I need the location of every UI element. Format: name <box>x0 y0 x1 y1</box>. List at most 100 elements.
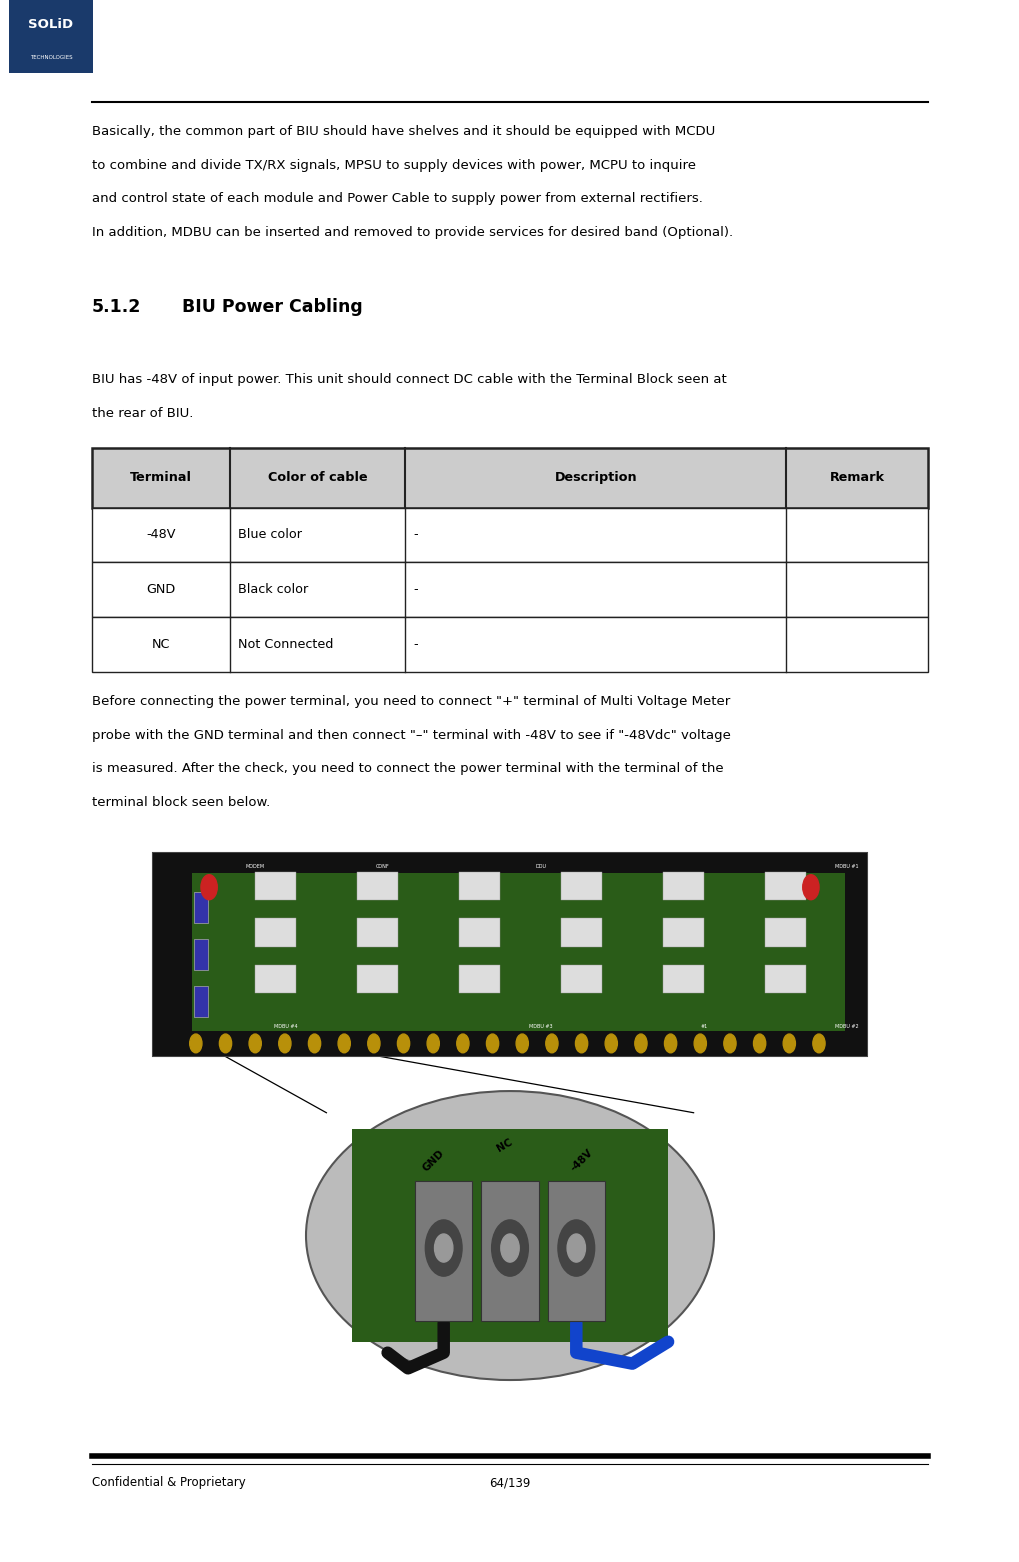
Text: MDBU #2: MDBU #2 <box>834 1025 858 1029</box>
Circle shape <box>753 1034 765 1053</box>
Text: NC: NC <box>152 637 170 651</box>
Circle shape <box>575 1034 587 1053</box>
Circle shape <box>434 1234 452 1262</box>
Bar <box>92 508 927 562</box>
Bar <box>194 939 208 970</box>
Circle shape <box>545 1034 557 1053</box>
Circle shape <box>557 1220 594 1276</box>
Bar <box>357 872 397 900</box>
Circle shape <box>278 1034 290 1053</box>
Bar <box>153 853 866 1056</box>
Circle shape <box>783 1034 795 1053</box>
Text: Color of cable: Color of cable <box>268 472 367 484</box>
Bar <box>844 853 866 1056</box>
Text: Confidential & Proprietary: Confidential & Proprietary <box>92 1476 246 1489</box>
Text: the rear of BIU.: the rear of BIU. <box>92 406 193 420</box>
Bar <box>357 965 397 993</box>
Text: Not Connected: Not Connected <box>237 637 333 651</box>
Bar <box>9 0 93 73</box>
Circle shape <box>368 1034 380 1053</box>
Text: Terminal: Terminal <box>129 472 192 484</box>
Bar <box>662 918 703 947</box>
Text: BIU Power Cabling: BIU Power Cabling <box>181 298 362 317</box>
Bar <box>415 1181 472 1321</box>
Bar <box>547 1181 604 1321</box>
Circle shape <box>190 1034 202 1053</box>
Text: NC: NC <box>495 1137 514 1153</box>
Text: 5.1.2: 5.1.2 <box>92 298 141 317</box>
Circle shape <box>500 1234 519 1262</box>
Bar <box>92 617 927 672</box>
Bar <box>560 872 601 900</box>
Bar <box>194 986 208 1017</box>
Circle shape <box>308 1034 320 1053</box>
Bar <box>459 872 499 900</box>
Bar <box>459 918 499 947</box>
Text: 64/139: 64/139 <box>489 1476 530 1489</box>
Bar <box>255 965 296 993</box>
Bar <box>194 892 208 923</box>
Circle shape <box>397 1034 410 1053</box>
Text: In addition, MDBU can be inserted and removed to provide services for desired ba: In addition, MDBU can be inserted and re… <box>92 225 733 239</box>
Circle shape <box>201 875 217 900</box>
Bar <box>255 872 296 900</box>
Text: TECHNOLOGIES: TECHNOLOGIES <box>30 55 72 59</box>
Circle shape <box>812 1034 824 1053</box>
Text: BIU has -48V of input power. This unit should connect DC cable with the Terminal: BIU has -48V of input power. This unit s… <box>92 373 726 386</box>
Text: Description: Description <box>554 472 637 484</box>
Bar <box>764 872 805 900</box>
Text: SOLiD: SOLiD <box>29 19 73 31</box>
Circle shape <box>249 1034 261 1053</box>
Text: -48V: -48V <box>146 528 175 542</box>
Bar <box>153 853 192 1056</box>
Circle shape <box>634 1034 646 1053</box>
Text: MDBU #3: MDBU #3 <box>528 1025 552 1029</box>
Text: is measured. After the check, you need to connect the power terminal with the te: is measured. After the check, you need t… <box>92 762 722 775</box>
Bar <box>662 872 703 900</box>
Circle shape <box>604 1034 616 1053</box>
Text: MDBU #4: MDBU #4 <box>273 1025 298 1029</box>
Bar <box>764 918 805 947</box>
Circle shape <box>694 1034 706 1053</box>
Text: probe with the GND terminal and then connect "–" terminal with -48V to see if "-: probe with the GND terminal and then con… <box>92 728 730 742</box>
Bar <box>459 965 499 993</box>
Bar <box>357 918 397 947</box>
Circle shape <box>567 1234 585 1262</box>
Bar <box>153 853 866 873</box>
Circle shape <box>457 1034 469 1053</box>
Circle shape <box>491 1220 528 1276</box>
Text: #1: #1 <box>699 1025 707 1029</box>
Circle shape <box>219 1034 231 1053</box>
Text: -: - <box>414 583 418 597</box>
Text: Remark: Remark <box>828 472 883 484</box>
Bar <box>560 965 601 993</box>
Text: MODEM: MODEM <box>246 864 264 868</box>
Circle shape <box>425 1220 462 1276</box>
Bar <box>92 562 927 617</box>
Circle shape <box>337 1034 350 1053</box>
Bar <box>560 918 601 947</box>
Text: Before connecting the power terminal, you need to connect "+" terminal of Multi : Before connecting the power terminal, yo… <box>92 695 730 708</box>
Bar <box>481 1181 538 1321</box>
Circle shape <box>516 1034 528 1053</box>
Text: Basically, the common part of BIU should have shelves and it should be equipped : Basically, the common part of BIU should… <box>92 125 714 137</box>
Bar <box>255 918 296 947</box>
Bar <box>352 1129 667 1342</box>
Text: GND: GND <box>421 1148 445 1173</box>
Circle shape <box>723 1034 736 1053</box>
Text: Black color: Black color <box>237 583 308 597</box>
Text: DDU: DDU <box>535 864 545 868</box>
Text: Blue color: Blue color <box>237 528 302 542</box>
Text: -48V: -48V <box>568 1148 594 1173</box>
Bar <box>662 965 703 993</box>
Text: and control state of each module and Power Cable to supply power from external r: and control state of each module and Pow… <box>92 192 702 205</box>
Circle shape <box>663 1034 676 1053</box>
Bar <box>153 1031 866 1056</box>
Circle shape <box>427 1034 439 1053</box>
Ellipse shape <box>306 1090 713 1379</box>
Bar <box>764 965 805 993</box>
Text: terminal block seen below.: terminal block seen below. <box>92 795 270 809</box>
Circle shape <box>486 1034 498 1053</box>
Text: CONF: CONF <box>375 864 389 868</box>
Text: -: - <box>414 637 418 651</box>
